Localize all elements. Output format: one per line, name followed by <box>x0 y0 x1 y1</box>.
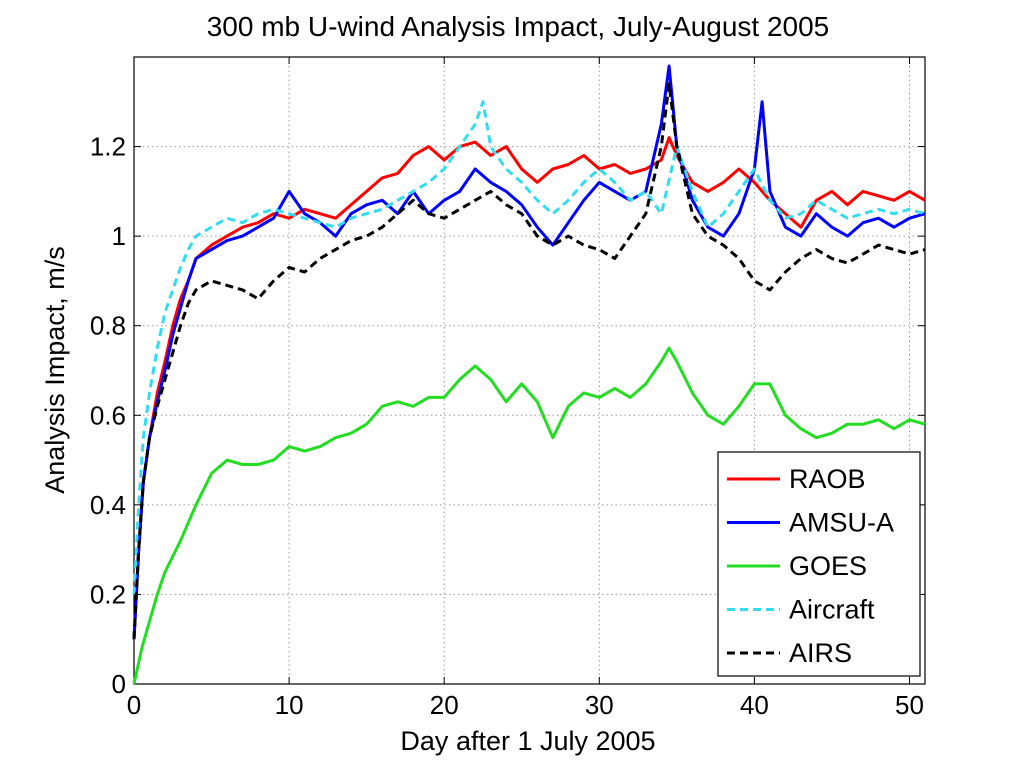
legend-box <box>717 451 921 677</box>
series-line-goes <box>132 346 926 685</box>
x-tick-label: 50 <box>895 690 924 720</box>
x-tick-label: 10 <box>275 690 304 720</box>
series-line-airs <box>132 82 926 640</box>
x-tick-label: 20 <box>430 690 459 720</box>
series-line-amsu-a <box>132 64 926 640</box>
legend-label: AIRS <box>789 638 852 668</box>
y-tick-label: 0 <box>112 669 126 699</box>
y-tick-label: 0.4 <box>90 490 126 520</box>
plot-area <box>133 56 926 685</box>
series-line-aircraft <box>132 100 926 595</box>
legend-label: RAOB <box>789 464 866 494</box>
y-tick-label: 0.8 <box>90 311 126 341</box>
series-lines <box>132 64 926 685</box>
y-tick-label: 1 <box>112 221 126 251</box>
legend-label: Aircraft <box>789 595 875 625</box>
x-tick-label: 0 <box>127 690 141 720</box>
x-axis-title: Day after 1 July 2005 <box>400 726 655 756</box>
legend-label: AMSU-A <box>789 508 894 538</box>
x-tick-label: 40 <box>740 690 769 720</box>
chart-title: 300 mb U-wind Analysis Impact, July-Augu… <box>207 11 830 42</box>
y-tick-label: 0.6 <box>90 400 126 430</box>
y-tick-label: 1.2 <box>90 132 126 162</box>
legend: RAOB AMSU-A GOES Aircraft AIRS <box>717 451 921 677</box>
y-axis-title: Analysis Impact, m/s <box>40 246 70 494</box>
y-tick-label: 0.2 <box>90 579 126 609</box>
legend-label: GOES <box>789 551 867 581</box>
axis-ticks: 0 10 20 30 40 50 0 0.2 0.4 0.6 0.8 1 1.2 <box>90 57 925 720</box>
x-tick-label: 30 <box>585 690 614 720</box>
